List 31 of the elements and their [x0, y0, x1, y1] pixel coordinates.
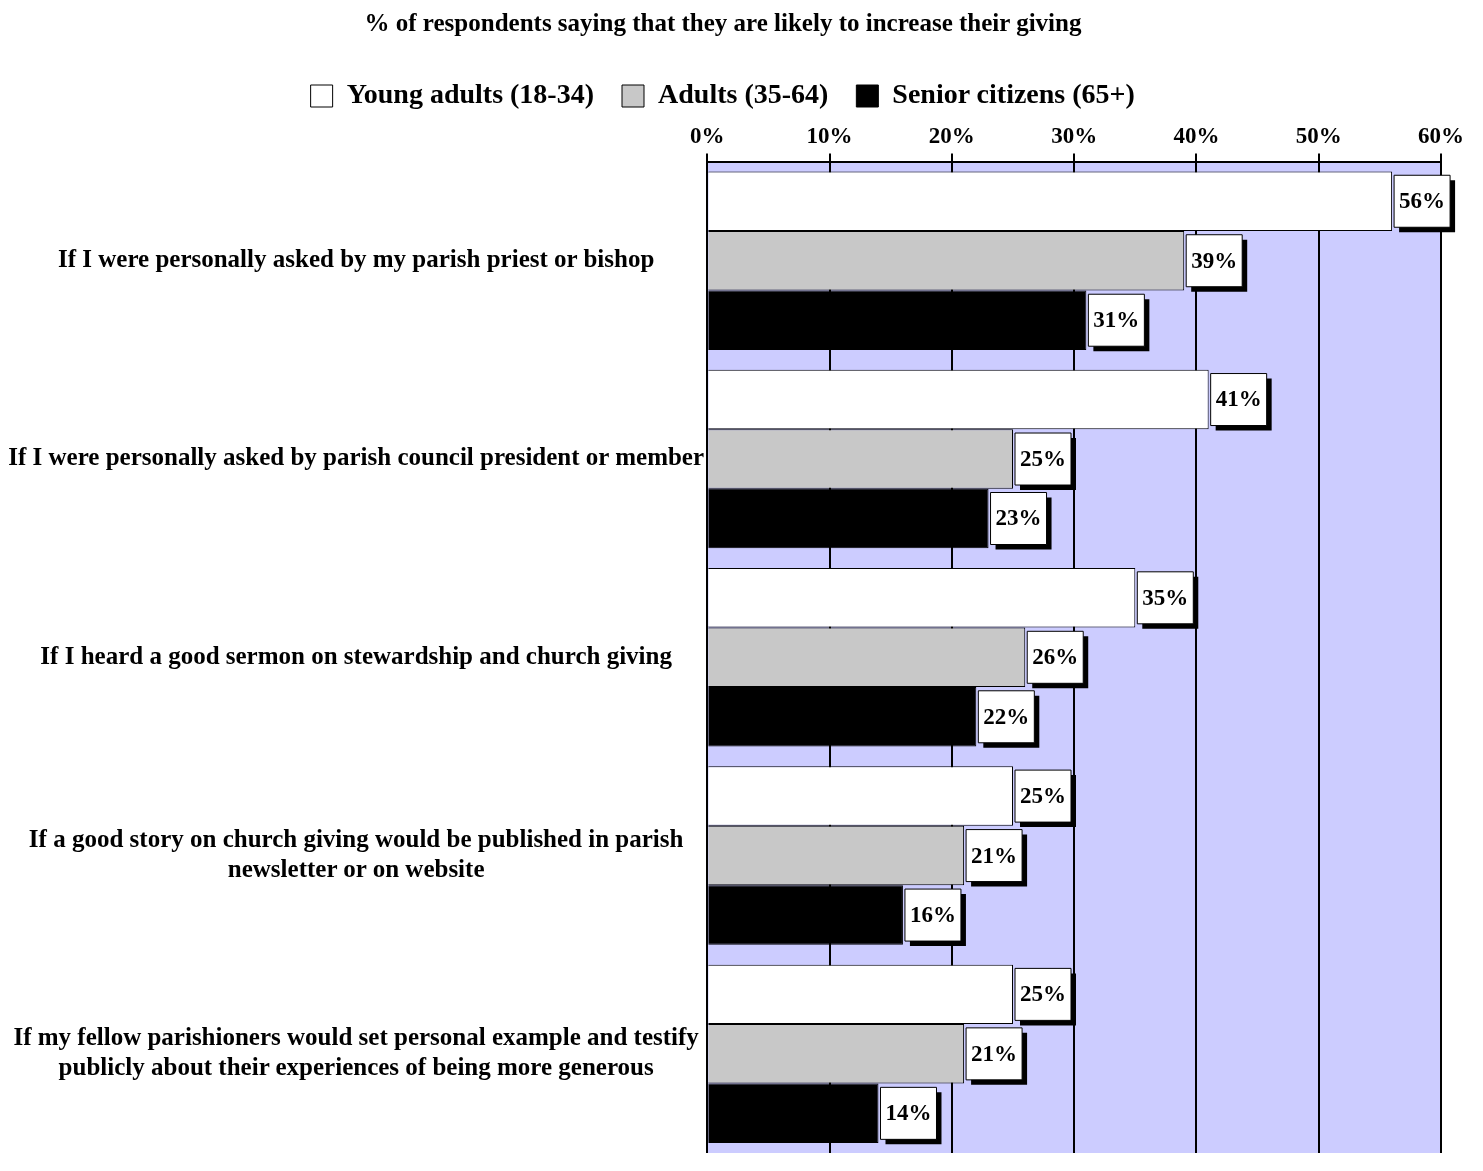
data-label: 21% [971, 1040, 1018, 1066]
data-label: 22% [983, 703, 1030, 729]
legend-label: Adults (35-64) [658, 78, 829, 110]
data-label: 25% [1020, 783, 1066, 809]
legend-label: Young adults (18-34) [346, 78, 595, 110]
legend-label: Senior citizens (65+) [892, 78, 1135, 110]
data-label: 39% [1191, 247, 1238, 273]
y-tick-label: If I heard a good sermon on stewardship and church giving [40, 641, 673, 669]
data-label: 21% [971, 842, 1018, 868]
x-tick-label: 10% [806, 122, 853, 148]
data-label: 41% [1215, 386, 1262, 412]
data-label: 23% [995, 505, 1042, 531]
y-tick-label: If my fellow parishioners would set personal example and testify publicly about their experiences of being more generous [13, 1023, 700, 1081]
x-tick-label: 20% [928, 122, 975, 148]
data-label: 56% [1399, 188, 1446, 214]
x-tick-label: 40% [1173, 122, 1220, 148]
data-label: 25% [1020, 445, 1066, 471]
chart-title: % of respondents saying that they are likely to increase their giving [364, 9, 1082, 37]
data-label: 31% [1093, 307, 1140, 333]
x-tick-label: 30% [1051, 122, 1098, 148]
data-label: 16% [909, 902, 956, 927]
x-tick-label: 0% [690, 122, 725, 148]
y-tick-label: If a good story on church giving would be published in parish newsletter or on website [28, 825, 684, 883]
data-label: 25% [1020, 981, 1066, 1007]
y-tick-label: If I were personally asked by parish council president or member [8, 443, 705, 471]
data-label: 26% [1032, 644, 1079, 670]
data-label: 14% [885, 1100, 932, 1126]
x-tick-label: 60% [1418, 122, 1464, 148]
y-tick-label: If I were personally asked by my parish priest or bishop [57, 245, 655, 273]
data-label: 35% [1142, 584, 1189, 610]
x-tick-label: 50% [1295, 122, 1342, 148]
